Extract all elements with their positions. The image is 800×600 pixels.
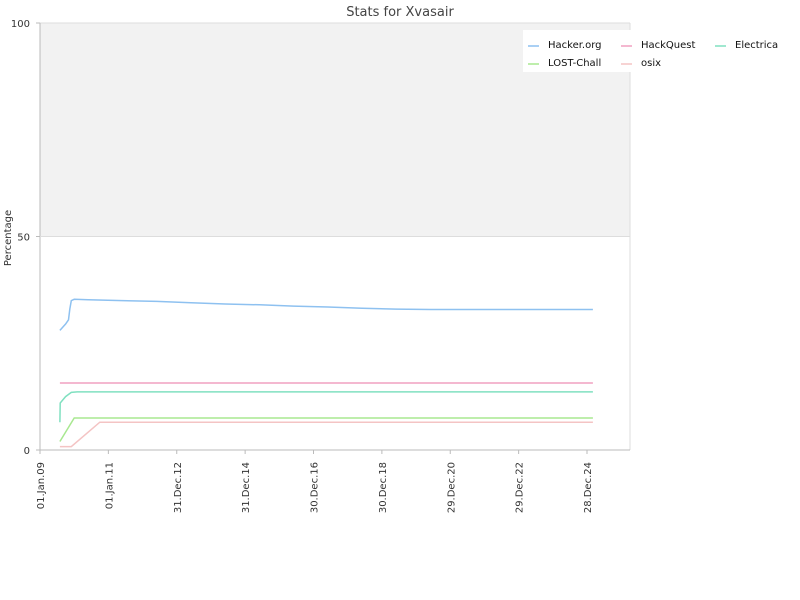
- series-line-lost-chall: [59, 417, 593, 442]
- legend-label: Hacker.org: [548, 40, 602, 51]
- x-tick-label: 01.Jan.09: [36, 462, 47, 509]
- legend-box: [523, 30, 640, 72]
- chart-title: Stats for Xvasair: [346, 5, 454, 20]
- x-ticks: 01.Jan.09 01.Jan.11 31.Dec.12 31.Dec.14 30.D…: [36, 450, 594, 513]
- x-tick-label: 01.Jan.11: [104, 462, 115, 509]
- series-line-osix: [59, 421, 593, 448]
- x-tick-label: 28.Dec.24: [583, 462, 594, 513]
- y-tick-label: 100: [11, 19, 30, 30]
- series-line-electrica: [59, 391, 593, 423]
- x-tick-label: 30.Dec.16: [310, 462, 321, 513]
- legend-label: osix: [641, 58, 661, 69]
- x-tick-label: 29.Dec.22: [515, 462, 526, 513]
- x-tick-label: 29.Dec.20: [446, 462, 457, 513]
- legend: Hacker.org HackQuest Electrica LOST-Chall os…: [523, 30, 778, 72]
- x-tick-label: 31.Dec.14: [241, 462, 252, 513]
- series-line-hacker-org: [59, 298, 593, 331]
- x-tick-label: 31.Dec.12: [173, 462, 184, 513]
- y-tick-label: 50: [17, 233, 30, 244]
- legend-label: Electrica: [735, 40, 778, 51]
- series-lines: [59, 298, 593, 448]
- legend-label: HackQuest: [641, 40, 696, 51]
- x-tick-label: 30.Dec.18: [378, 462, 389, 513]
- legend-label: LOST-Chall: [548, 58, 601, 69]
- y-ticks: 0 50 100: [11, 19, 40, 457]
- y-tick-label: 0: [24, 446, 30, 457]
- y-axis-label: Percentage: [3, 210, 14, 266]
